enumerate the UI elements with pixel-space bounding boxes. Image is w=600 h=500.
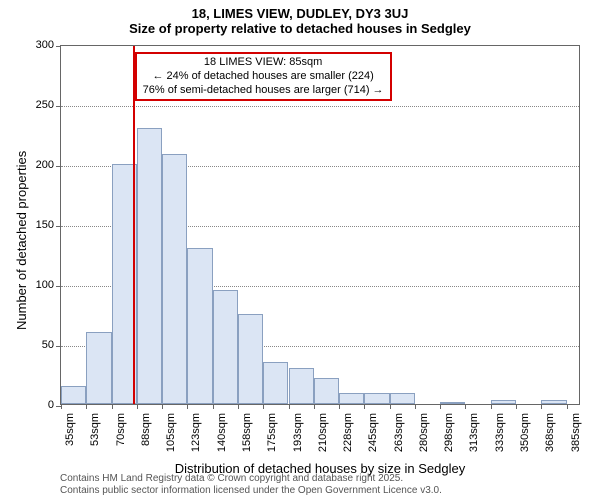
annotation-smaller: ← 24% of detached houses are smaller (22… <box>143 70 384 84</box>
xtick-label: 263sqm <box>393 413 405 463</box>
histogram-bar <box>263 362 288 404</box>
xtick-mark <box>86 404 87 409</box>
xtick-label: 298sqm <box>443 413 455 463</box>
xtick-label: 245sqm <box>367 413 379 463</box>
xtick-mark <box>390 404 391 409</box>
xtick-mark <box>339 404 340 409</box>
ytick-mark <box>56 406 61 407</box>
gridline <box>61 106 579 107</box>
xtick-label: 70sqm <box>115 413 127 463</box>
xtick-mark <box>440 404 441 409</box>
xtick-mark <box>263 404 264 409</box>
xtick-label: 105sqm <box>165 413 177 463</box>
xtick-mark <box>364 404 365 409</box>
annotation-box: 18 LIMES VIEW: 85sqm← 24% of detached ho… <box>135 52 392 101</box>
ytick-label: 250 <box>14 99 54 111</box>
xtick-label: 368sqm <box>544 413 556 463</box>
page-subtitle: Size of property relative to detached ho… <box>0 21 600 36</box>
page-title: 18, LIMES VIEW, DUDLEY, DY3 3UJ <box>0 0 600 21</box>
xtick-label: 88sqm <box>140 413 152 463</box>
ytick-mark <box>56 286 61 287</box>
xtick-label: 53sqm <box>89 413 101 463</box>
xtick-mark <box>238 404 239 409</box>
ytick-label: 0 <box>14 399 54 411</box>
xtick-mark <box>541 404 542 409</box>
footer-line-1: Contains HM Land Registry data © Crown c… <box>60 473 442 485</box>
xtick-label: 280sqm <box>418 413 430 463</box>
attribution-footer: Contains HM Land Registry data © Crown c… <box>60 473 442 497</box>
xtick-label: 333sqm <box>494 413 506 463</box>
ytick-mark <box>56 46 61 47</box>
xtick-mark <box>415 404 416 409</box>
ytick-mark <box>56 106 61 107</box>
histogram-bar <box>187 248 212 404</box>
ytick-label: 150 <box>14 219 54 231</box>
xtick-mark <box>516 404 517 409</box>
xtick-mark <box>314 404 315 409</box>
xtick-label: 123sqm <box>190 413 202 463</box>
xtick-mark <box>112 404 113 409</box>
xtick-label: 385sqm <box>570 413 582 463</box>
xtick-mark <box>61 404 62 409</box>
histogram-bar <box>289 368 314 404</box>
xtick-mark <box>491 404 492 409</box>
ytick-mark <box>56 226 61 227</box>
xtick-mark <box>162 404 163 409</box>
ytick-mark <box>56 166 61 167</box>
xtick-label: 228sqm <box>342 413 354 463</box>
histogram-bar <box>86 332 111 404</box>
xtick-label: 175sqm <box>266 413 278 463</box>
annotation-larger: 76% of semi-detached houses are larger (… <box>143 84 384 98</box>
xtick-mark <box>213 404 214 409</box>
histogram-bar <box>390 393 415 404</box>
xtick-mark <box>465 404 466 409</box>
xtick-mark <box>187 404 188 409</box>
histogram-bar <box>541 400 566 404</box>
histogram-bar <box>364 393 389 404</box>
xtick-label: 210sqm <box>317 413 329 463</box>
ytick-label: 50 <box>14 339 54 351</box>
ytick-label: 200 <box>14 159 54 171</box>
histogram-bar <box>339 393 364 404</box>
annotation-title: 18 LIMES VIEW: 85sqm <box>143 56 384 70</box>
ytick-label: 300 <box>14 39 54 51</box>
xtick-mark <box>289 404 290 409</box>
xtick-label: 140sqm <box>216 413 228 463</box>
xtick-label: 35sqm <box>64 413 76 463</box>
y-axis-label: Number of detached properties <box>14 151 29 330</box>
xtick-label: 193sqm <box>292 413 304 463</box>
histogram-plot: 18 LIMES VIEW: 85sqm← 24% of detached ho… <box>60 45 580 405</box>
histogram-bar <box>213 290 238 404</box>
xtick-label: 350sqm <box>519 413 531 463</box>
ytick-label: 100 <box>14 279 54 291</box>
histogram-bar <box>440 402 465 404</box>
histogram-bar <box>491 400 516 404</box>
footer-line-2: Contains public sector information licen… <box>60 485 442 497</box>
histogram-bar <box>238 314 263 404</box>
xtick-mark <box>137 404 138 409</box>
chart-container: 050100150200250300 18 LIMES VIEW: 85sqm←… <box>60 45 580 405</box>
histogram-bar <box>137 128 162 404</box>
xtick-label: 313sqm <box>468 413 480 463</box>
histogram-bar <box>314 378 339 404</box>
histogram-bar <box>61 386 86 404</box>
xtick-label: 158sqm <box>241 413 253 463</box>
xtick-mark <box>567 404 568 409</box>
histogram-bar <box>162 154 187 404</box>
ytick-mark <box>56 346 61 347</box>
